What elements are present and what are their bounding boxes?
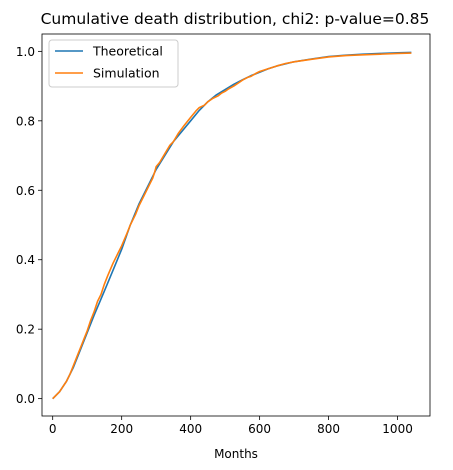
legend: Theoretical Simulation bbox=[48, 39, 179, 88]
y-tick-label: 0.6 bbox=[16, 184, 35, 198]
x-tick-label: 1000 bbox=[382, 422, 413, 436]
x-tick-label: 200 bbox=[110, 422, 133, 436]
y-tick-label: 0.4 bbox=[16, 253, 35, 267]
plot-lines bbox=[52, 51, 412, 400]
y-axis: 0.0 0.2 0.4 0.6 0.8 1.0 bbox=[16, 45, 42, 406]
y-tick-label: 0.2 bbox=[16, 323, 35, 337]
chart-title: Cumulative death distribution, chi2: p-v… bbox=[41, 10, 430, 28]
x-tick-label: 400 bbox=[179, 422, 202, 436]
legend-label-simulation: Simulation bbox=[93, 66, 160, 81]
series-line-theoretical bbox=[52, 51, 412, 400]
x-axis: 0 200 400 600 800 1000 bbox=[49, 416, 413, 436]
series-line-simulation bbox=[52, 52, 412, 400]
y-tick-label: 1.0 bbox=[16, 45, 35, 59]
legend-label-theoretical: Theoretical bbox=[92, 44, 163, 59]
y-tick-label: 0.8 bbox=[16, 114, 35, 128]
plot-frame bbox=[41, 33, 431, 417]
x-tick-label: 800 bbox=[317, 422, 340, 436]
x-axis-label: Months bbox=[214, 447, 258, 461]
x-tick-label: 0 bbox=[49, 422, 57, 436]
x-tick-label: 600 bbox=[248, 422, 271, 436]
y-tick-label: 0.0 bbox=[16, 392, 35, 406]
